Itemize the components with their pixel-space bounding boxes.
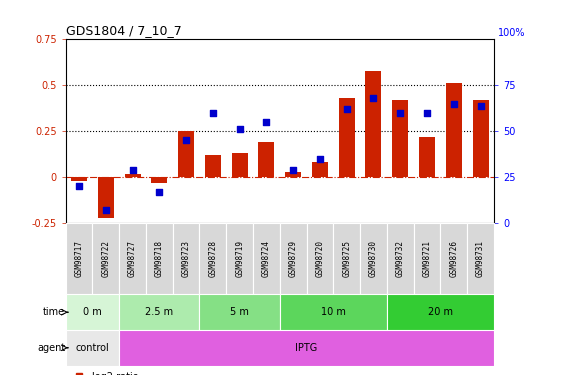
Text: GSM98724: GSM98724 [262,240,271,277]
Text: GSM98717: GSM98717 [75,240,83,277]
Bar [124,174,140,177]
Text: IPTG: IPTG [295,343,317,353]
Point [342,106,351,112]
Bar [440,223,467,294]
Text: 100%: 100% [498,28,525,38]
Bar [473,100,489,177]
Bar [226,223,253,294]
Text: GSM98726: GSM98726 [449,240,459,277]
Text: time: time [43,307,65,317]
Bar [387,294,494,330]
Bar [232,153,248,177]
Text: GSM98727: GSM98727 [128,240,137,277]
Bar [446,84,462,177]
Text: agent: agent [37,343,65,353]
Bar [413,223,440,294]
Bar [199,294,280,330]
Point [101,207,110,213]
Bar [98,177,114,218]
Bar [312,162,328,177]
Bar [258,142,275,177]
Text: GSM98725: GSM98725 [342,240,351,277]
Bar [146,223,173,294]
Bar [365,70,381,177]
Text: 10 m: 10 m [321,307,346,317]
Point [235,126,244,132]
Text: GDS1804 / 7_10_7: GDS1804 / 7_10_7 [66,24,182,37]
Bar [333,223,360,294]
Bar [178,131,194,177]
Point [155,189,164,195]
Bar [419,137,435,177]
Point [396,110,405,116]
Bar [71,177,87,181]
Bar [66,294,119,330]
Point [369,95,378,101]
Bar [173,223,199,294]
Point [208,110,218,116]
Point [476,102,485,108]
Bar [392,100,408,177]
Text: GSM98732: GSM98732 [396,240,405,277]
Text: GSM98722: GSM98722 [101,240,110,277]
Bar [387,223,413,294]
Text: GSM98731: GSM98731 [476,240,485,277]
Text: GSM98728: GSM98728 [208,240,218,277]
Bar [307,223,333,294]
Bar [93,223,119,294]
Point [449,101,459,107]
Text: 0 m: 0 m [83,307,102,317]
Text: GSM98730: GSM98730 [369,240,378,277]
Bar [66,223,93,294]
Text: 5 m: 5 m [230,307,249,317]
Bar [280,223,307,294]
Bar [253,223,280,294]
Text: GSM98729: GSM98729 [289,240,297,277]
Bar [151,177,167,183]
Point [182,138,191,144]
Bar [285,172,301,177]
Bar [119,294,199,330]
Bar [199,223,226,294]
Text: control: control [75,343,109,353]
Point [423,110,432,116]
Legend: log2 ratio, percentile rank within the sample: log2 ratio, percentile rank within the s… [71,368,261,375]
Bar [205,155,221,177]
Point [262,119,271,125]
Text: 20 m: 20 m [428,307,453,317]
Bar [339,98,355,177]
Text: GSM98721: GSM98721 [423,240,432,277]
Text: GSM98719: GSM98719 [235,240,244,277]
Bar [360,223,387,294]
Bar [280,294,387,330]
Bar [119,223,146,294]
Point [74,183,83,189]
Bar [467,223,494,294]
Point [288,167,297,173]
Text: GSM98723: GSM98723 [182,240,191,277]
Bar [119,330,494,366]
Point [315,156,324,162]
Text: 2.5 m: 2.5 m [145,307,174,317]
Text: GSM98720: GSM98720 [315,240,324,277]
Text: GSM98718: GSM98718 [155,240,164,277]
Point [128,167,137,173]
Bar [66,330,119,366]
